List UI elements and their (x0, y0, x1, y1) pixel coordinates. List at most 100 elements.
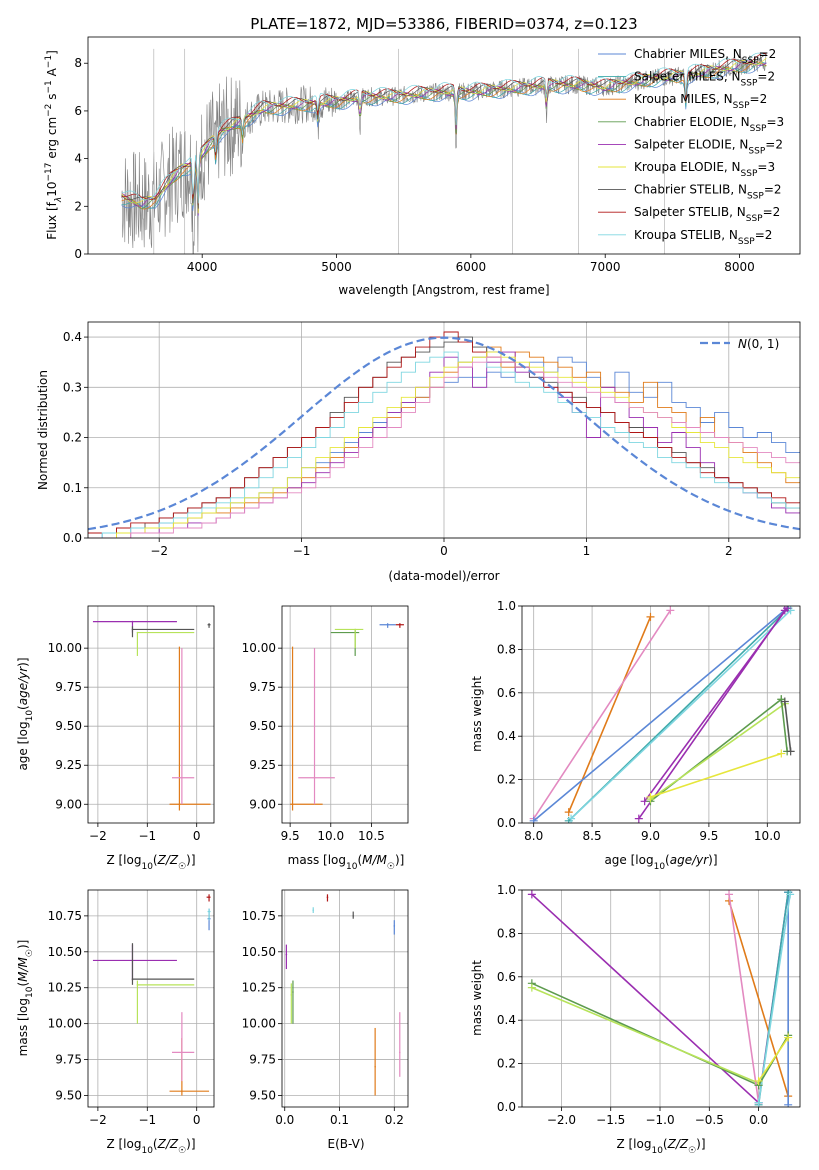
plus-marker (786, 890, 795, 899)
label-part: 10 (141, 1146, 153, 1156)
label-part: SSP (738, 237, 755, 247)
label-part: SSP (741, 169, 758, 179)
y-tick-label: 2 (74, 199, 82, 213)
label-part: Salpeter MILES, N (634, 70, 741, 84)
x-tick-label: −2 (89, 1113, 107, 1127)
label-part: )] (16, 940, 30, 949)
figure-title: PLATE=1872, MJD=53386, FIBERID=0374, z=0… (250, 15, 637, 33)
legend-entry: Chabrier MILES, NSSP=2 (634, 47, 776, 66)
y-tick-label: 10.00 (48, 641, 82, 655)
series-line (650, 702, 786, 800)
x-tick-label: −1 (293, 544, 311, 558)
label-part: 10 (25, 986, 35, 998)
label-part: )] (708, 853, 717, 867)
x-tick-label: 8.5 (583, 829, 602, 843)
label-part: mass [log (288, 853, 346, 867)
label-part: Z [log (106, 853, 141, 867)
legend-entry: Kroupa ELODIE, NSSP=3 (634, 160, 775, 179)
axes-frame (281, 605, 409, 824)
y-tick-label: 10.00 (48, 1017, 82, 1031)
label-part: (0, 1) (747, 337, 779, 351)
y-tick-label: 9.00 (249, 797, 276, 811)
x-axis-label: E(B-V) (327, 1137, 364, 1151)
legend-entry: Kroupa MILES, NSSP=2 (634, 92, 767, 111)
plus-marker (754, 1076, 763, 1085)
y-tick-label: 10.25 (48, 981, 82, 995)
label-part: −17 (44, 163, 54, 182)
histogram-step-kroupa-stelib (88, 351, 800, 538)
y-axis-label: mass weight (470, 960, 484, 1036)
label-part: =2 (759, 47, 777, 61)
x-tick-label: 0.1 (330, 1113, 349, 1127)
label-part: ☉ (25, 949, 35, 957)
x-tick-label: 0 (193, 829, 201, 843)
data-point (292, 991, 294, 993)
histogram-step-salpeter-stelib (88, 331, 800, 534)
plot-area (92, 894, 211, 1096)
data-point (131, 628, 134, 631)
plus-marker (784, 890, 793, 897)
x-axis-label: age [log10(age/yr)] (604, 853, 717, 872)
label-part: Chabrier MILES, N (634, 47, 742, 61)
legend-entry-normal: N(0, 1) (738, 337, 779, 351)
label-part: erg cm (45, 117, 59, 163)
y-tick-label: 0.2 (63, 431, 82, 445)
data-point (386, 623, 389, 626)
label-part: λ (54, 197, 64, 203)
spectrum-model-line (121, 61, 767, 215)
label-part: ( (665, 853, 670, 867)
y-tick-label: 10.75 (48, 909, 82, 923)
y-tick-label: 9.75 (249, 680, 276, 694)
label-part: SSP (746, 214, 763, 224)
plus-marker (564, 808, 573, 817)
label-part: =2 (765, 137, 783, 151)
y-tick-label: 10.50 (242, 945, 276, 959)
spectrum-model-line (121, 62, 767, 217)
y-tick-label: 0.4 (497, 1013, 516, 1027)
y-tick-label: 9.50 (249, 1089, 276, 1103)
label-part: )] (696, 1137, 705, 1151)
label-part: ☉ (688, 1146, 696, 1156)
x-tick-label: −1.5 (596, 1113, 625, 1127)
label-part: 10 (346, 862, 358, 872)
y-tick-label: 0.0 (497, 1100, 516, 1114)
label-part: ( (663, 1137, 668, 1151)
data-point (398, 1051, 401, 1054)
plus-marker (646, 612, 655, 621)
y-tick-label: 9.00 (55, 797, 82, 811)
y-tick-label: 9.75 (249, 1053, 276, 1067)
label-part: 10 (654, 862, 666, 872)
plus-marker (780, 697, 789, 706)
label-part: =3 (757, 160, 775, 174)
data-point (352, 915, 355, 917)
series-line (650, 752, 782, 798)
plus-marker (567, 814, 576, 823)
plus-marker (786, 747, 795, 756)
label-part: M/M (362, 853, 387, 867)
plus-marker (646, 792, 655, 801)
y-tick-label: 6 (74, 104, 82, 118)
y-tick-label: 1.0 (497, 883, 516, 897)
data-point (399, 623, 401, 626)
plus-marker (777, 749, 786, 758)
label-part: Kroupa STELIB, N (634, 228, 738, 242)
y-tick-label: 0.2 (497, 773, 516, 787)
label-part: =3 (766, 115, 784, 129)
data-point (290, 994, 293, 996)
series-line (533, 609, 672, 820)
x-tick-label: 0.0 (749, 1113, 768, 1127)
plot-area (88, 331, 800, 538)
x-tick-label: 10.0 (754, 829, 781, 843)
x-axis-label: (data-model)/error (388, 569, 499, 583)
plot-area (285, 894, 401, 1096)
x-tick-label: −1 (138, 1113, 156, 1127)
axes-massweight_vs_age: 8.0 8.5 9.0 9.5 10.0 0.0 0.2 0.4 0.6 0.8 1.0 age [l… (470, 599, 801, 872)
label-part: =2 (757, 70, 775, 84)
label-part: Z/Z (667, 1137, 689, 1151)
data-point (181, 1051, 183, 1054)
label-part: ☉ (387, 862, 395, 872)
label-part: SSP (748, 146, 765, 156)
y-tick-label: 1.0 (497, 599, 516, 613)
y-axis-label: mass [log10(M/M☉)] (16, 940, 35, 1057)
data-point (181, 1090, 183, 1092)
